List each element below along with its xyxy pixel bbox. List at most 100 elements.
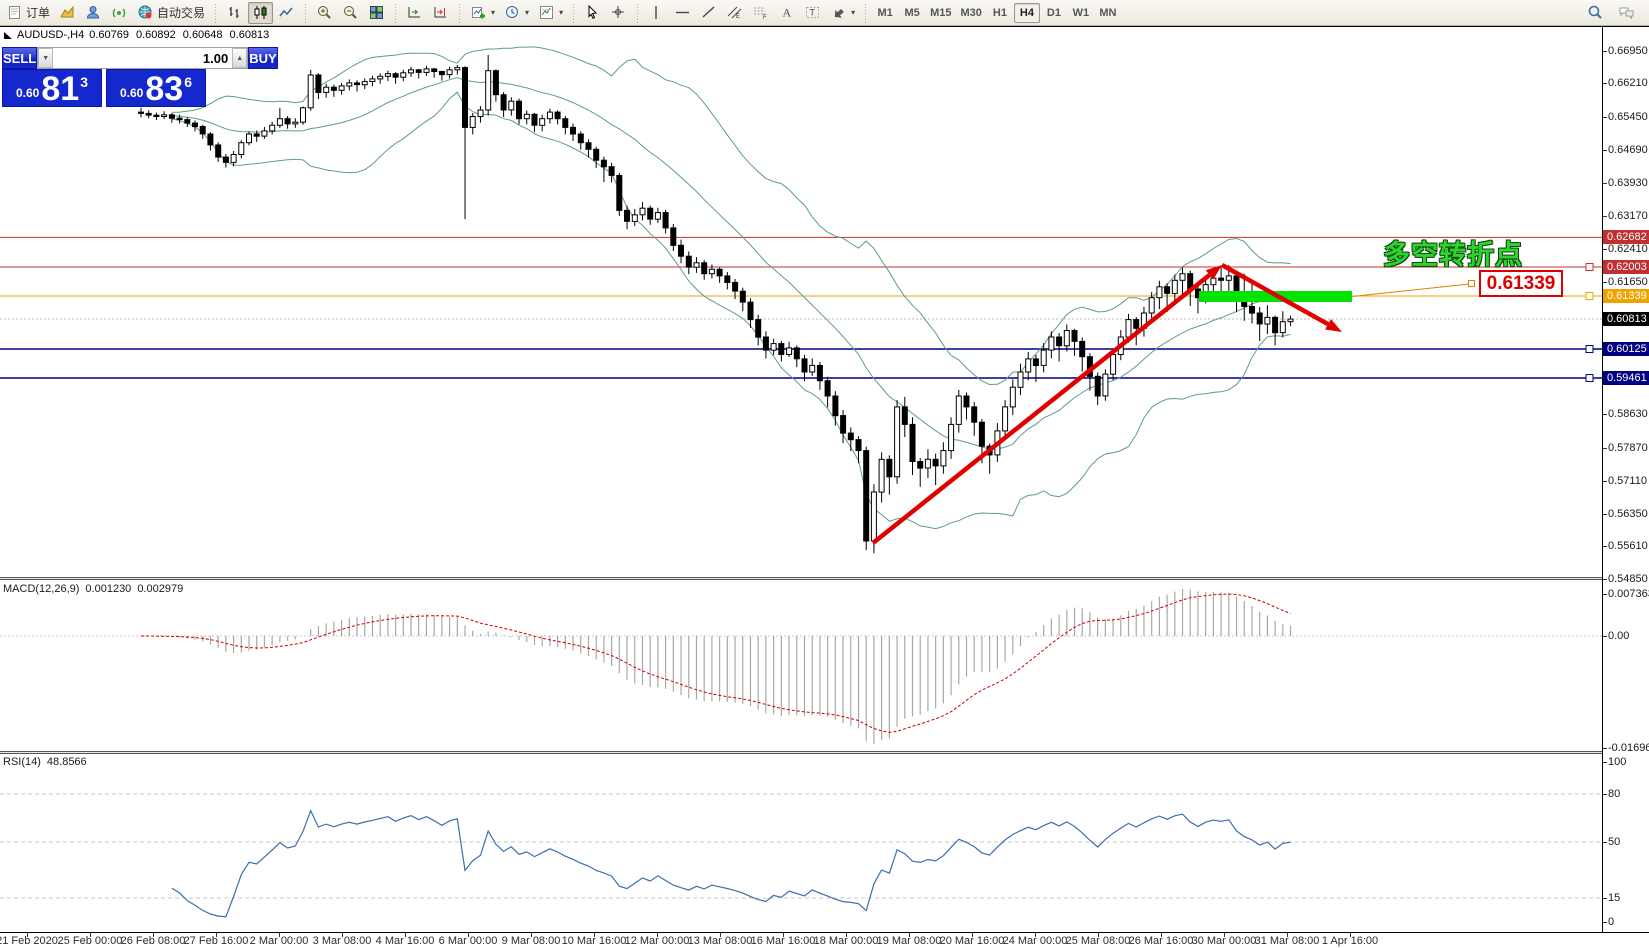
candle [384,73,391,77]
macd-pane-canvas[interactable] [0,580,1602,752]
indicators-button[interactable]: ▾ [466,2,499,24]
candle [847,432,854,441]
vertical-line-button[interactable] [644,2,669,24]
time-axis-label: 31 Mar 08:00 [1254,935,1320,947]
dropdown-caret-icon[interactable]: ▾ [851,8,856,17]
axis-tick [1603,116,1607,118]
toolbar-grip[interactable] [570,2,578,23]
dropdown-caret-icon[interactable]: ▾ [559,8,564,17]
candle [1272,316,1279,334]
templates-button[interactable]: ▾ [534,2,567,24]
sell-price-quote[interactable]: 0.60 81 3 [2,69,102,107]
main-chart-canvas[interactable] [0,27,1602,578]
timeframe-W1-button[interactable]: W1 [1072,6,1090,19]
axis-tick [1603,480,1607,482]
cursor-button[interactable] [580,2,605,24]
price-callout-label[interactable]: 0.61339 [1479,270,1563,297]
rsi-tick-label: 15 [1608,892,1621,904]
bars-chart-button[interactable] [222,2,247,24]
horizontal-line-button[interactable] [670,2,695,24]
rsi-pane-canvas[interactable] [0,754,1602,932]
toolbar-grip[interactable] [302,2,310,23]
search-button[interactable] [1583,2,1608,24]
arrows-button[interactable]: ▾ [826,2,859,24]
rsi-label: RSI(14) 48.8566 [3,756,87,768]
trend-arrow-down[interactable] [1220,263,1342,332]
new-chart-button[interactable] [55,2,80,24]
template-icon [538,4,555,21]
toolbar-grip[interactable] [456,2,464,23]
callout-anchor-handle[interactable] [1468,280,1475,287]
timeframe-M30-button[interactable]: M30 [960,6,982,19]
timeframe-M1-button[interactable]: M1 [877,6,893,19]
macd-label: MACD(12,26,9) 0.001230 0.002979 [3,583,184,595]
candle [1148,297,1155,314]
volume-input[interactable] [53,48,233,68]
price-tick-label: 0.61650 [1608,276,1648,289]
pane-splitter-rsi[interactable] [0,751,1649,754]
volume-up-button[interactable]: ▲ [232,48,248,68]
text-t-icon: T [804,4,821,21]
candle [400,72,407,78]
time-axis[interactable]: 21 Feb 2020 25 Feb 00:00 26 Feb 08:00 27 Fe… [0,932,1649,948]
text-label-button[interactable]: T [800,2,825,24]
profiles-button[interactable] [81,2,106,24]
pane-splitter-macd[interactable] [0,577,1649,580]
candle [809,364,816,373]
price-tick-label: 0.66210 [1608,77,1648,90]
text-button[interactable]: A [774,2,799,24]
autotrading-button[interactable]: 自动交易 [133,2,209,24]
trendline-button[interactable] [696,2,721,24]
candle [654,212,661,220]
candle [701,262,708,275]
toolbar-grip[interactable] [862,2,870,23]
time-axis-label: 20 Mar 16:00 [939,935,1005,947]
data-feed-button[interactable] [107,2,132,24]
buy-price-quote[interactable]: 0.60 83 6 [106,69,206,107]
timeframe-D1-button[interactable]: D1 [1046,6,1061,19]
toolbar-grip[interactable] [634,2,642,23]
zoom-out-button[interactable] [338,2,363,24]
fibonacci-button[interactable]: F [748,2,773,24]
candle [901,406,908,425]
zoom-in-button[interactable] [312,2,337,24]
timeframe-M5-button[interactable]: M5 [904,6,920,19]
timeframe-H1-button[interactable]: H1 [992,6,1007,19]
buy-button[interactable]: BUY [248,47,278,69]
periods-button[interactable]: ▾ [500,2,533,24]
tile-windows-button[interactable] [364,2,389,24]
dropdown-caret-icon[interactable]: ▾ [491,8,496,17]
timeframe-H4-button[interactable]: H4 [1013,2,1040,23]
chart-shift-button[interactable] [428,2,453,24]
time-tick [1161,933,1162,937]
turning-point-annotation[interactable]: 多空转折点 [1383,240,1523,270]
chat-button[interactable] [1614,2,1639,24]
trend-arrow-up[interactable] [871,265,1222,545]
time-axis-label: 18 Mar 00:00 [813,935,879,947]
price-tick-label: 0.54850 [1608,573,1648,586]
crosshair-button[interactable] [606,2,631,24]
line-chart-button[interactable] [274,2,299,24]
volume-down-button[interactable]: ▼ [38,48,54,68]
main-toolbar: 订单 自动交易 ▾ ▾ ▾ E F A T ▾ M1 M5 M15 M30 H1 H4 D1 W1 MN [0,0,1649,26]
auto-scroll-button[interactable] [402,2,427,24]
candle [593,148,600,161]
trendline-icon [700,4,717,21]
channel-button[interactable]: E [722,2,747,24]
toolbar-grip[interactable] [212,2,220,23]
price-tick-label: 0.63170 [1608,210,1648,223]
dropdown-caret-icon[interactable]: ▾ [525,8,530,17]
new-order-button[interactable]: 订单 [2,2,54,24]
axis-tick [1603,249,1607,251]
timeframe-M15-button[interactable]: M15 [930,6,952,19]
axis-tick [1603,51,1607,52]
timeframe-MN-button[interactable]: MN [1099,6,1117,19]
time-axis-label: 26 Feb 08:00 [120,935,186,947]
candles-chart-button[interactable] [248,1,274,24]
candle [1040,349,1047,366]
price-axis[interactable]: 0.66950 0.66210 0.65450 0.64690 0.63930 0.631… [1602,27,1649,932]
line-handle [1585,263,1594,272]
toolbar-grip[interactable] [392,2,400,23]
sell-button[interactable]: SELL [2,47,38,69]
axis-tick [1603,579,1607,581]
